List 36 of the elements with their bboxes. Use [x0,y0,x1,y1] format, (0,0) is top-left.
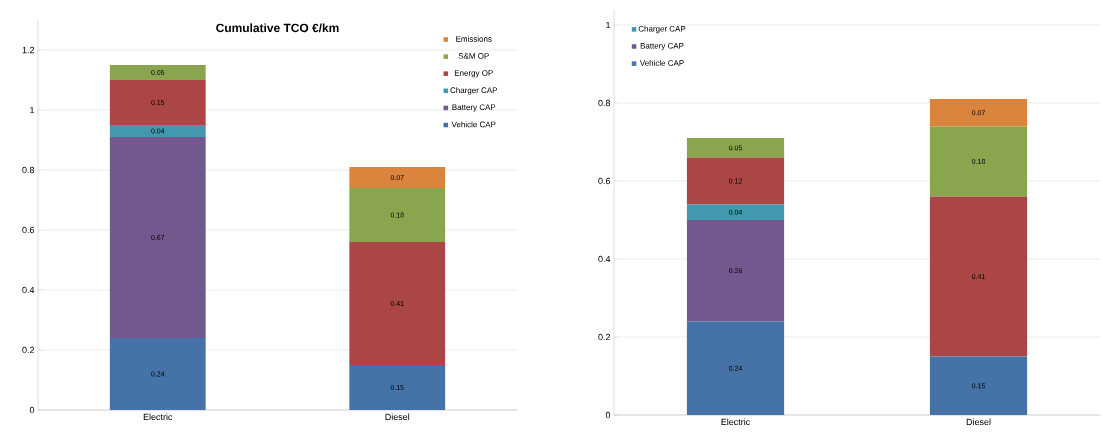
bar [686,204,785,220]
chart-title: Cumulative TCO €/km [216,23,339,33]
bar [109,80,206,125]
x-tick-label: Electric [143,413,173,421]
x-tick-label: Electric [721,418,750,426]
y-tick-label: 0.6 [22,226,35,234]
y-tick-label: 0.8 [598,99,611,107]
bar [929,99,1028,127]
bar [349,365,446,410]
y-tick-label: 0 [29,406,35,414]
y-tick-label: 0 [605,411,611,419]
bar [929,126,1028,197]
bar [349,188,446,242]
bar [686,138,785,158]
y-tick-label: 1.2 [22,46,35,54]
y-tick-label: 0.2 [22,346,35,354]
x-tick-label: Diesel [966,418,991,426]
bar [929,196,1028,357]
bar [109,338,206,410]
bar [109,65,206,80]
bar [109,125,206,137]
y-tick-label: 0.6 [598,177,611,185]
y-tick-label: 0.8 [22,166,35,174]
bar [929,356,1028,415]
bar [686,321,785,415]
bar [686,157,785,205]
bar [349,242,446,365]
y-tick-label: 0.4 [598,255,611,263]
y-tick-label: 1 [30,106,35,114]
x-tick-label: Diesel [385,413,410,421]
bar [109,137,206,338]
bar [349,167,446,188]
y-tick-label: 1 [606,21,611,29]
y-tick-label: 0.2 [598,333,611,341]
y-tick-label: 0.4 [22,286,35,294]
bar [686,220,785,322]
